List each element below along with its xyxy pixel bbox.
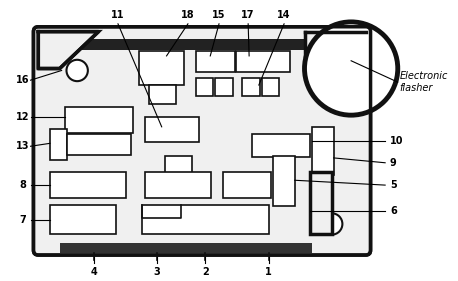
Bar: [50, 205, 116, 234]
Text: 6: 6: [390, 206, 397, 216]
Bar: [67, 134, 131, 155]
Bar: [142, 205, 268, 234]
Bar: [145, 117, 199, 142]
Circle shape: [305, 22, 398, 115]
Bar: [196, 78, 213, 96]
Bar: [145, 173, 211, 198]
Bar: [149, 85, 176, 105]
Text: 16: 16: [16, 75, 29, 85]
Bar: [139, 51, 184, 85]
Text: 12: 12: [16, 112, 29, 122]
Text: 8: 8: [19, 180, 26, 190]
Text: 1: 1: [265, 267, 272, 277]
Bar: [60, 243, 312, 253]
Circle shape: [321, 213, 343, 235]
Text: 3: 3: [153, 267, 160, 277]
Circle shape: [66, 60, 88, 81]
Bar: [311, 173, 332, 234]
Polygon shape: [38, 32, 98, 69]
Bar: [60, 39, 305, 50]
Bar: [65, 107, 132, 133]
Bar: [252, 134, 311, 157]
Text: 5: 5: [390, 180, 397, 190]
Bar: [273, 156, 295, 207]
Text: 9: 9: [390, 158, 397, 168]
Text: 7: 7: [19, 215, 26, 225]
Bar: [223, 173, 272, 198]
Text: 18: 18: [181, 10, 195, 20]
Bar: [215, 78, 233, 96]
Text: 14: 14: [278, 10, 291, 20]
Text: 4: 4: [90, 267, 97, 277]
Text: 15: 15: [212, 10, 226, 20]
Bar: [50, 173, 126, 198]
Bar: [50, 129, 67, 160]
FancyBboxPatch shape: [33, 27, 371, 255]
Text: 2: 2: [202, 267, 209, 277]
Bar: [196, 51, 234, 72]
Bar: [242, 78, 260, 96]
Bar: [164, 156, 192, 173]
Bar: [236, 51, 290, 72]
Text: 13: 13: [16, 141, 29, 151]
Bar: [262, 78, 279, 96]
Text: 17: 17: [241, 10, 255, 20]
Text: 11: 11: [111, 10, 125, 20]
Bar: [312, 127, 333, 175]
Text: 10: 10: [390, 136, 403, 146]
Text: Electronic
flasher: Electronic flasher: [400, 71, 448, 93]
